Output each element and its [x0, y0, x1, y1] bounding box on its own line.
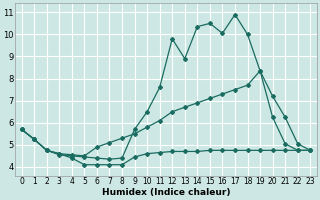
X-axis label: Humidex (Indice chaleur): Humidex (Indice chaleur) [102, 188, 230, 197]
